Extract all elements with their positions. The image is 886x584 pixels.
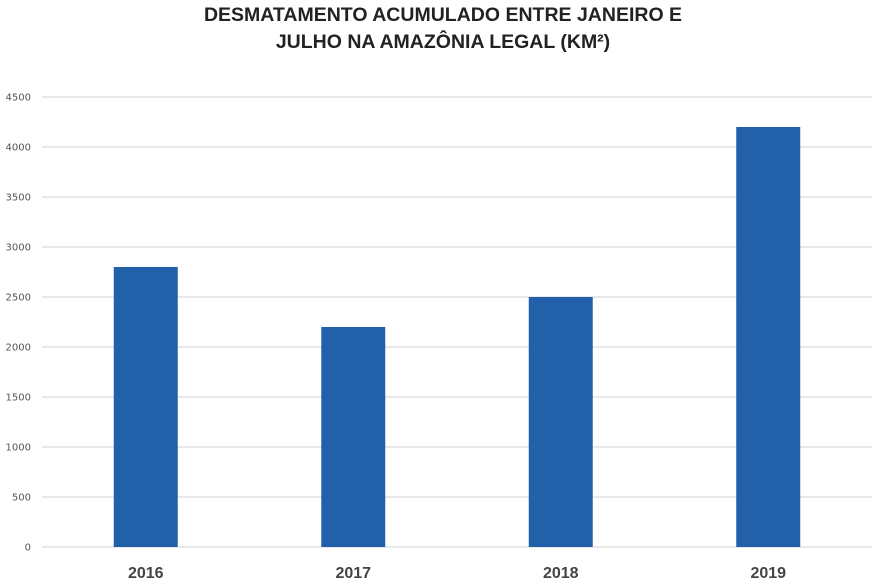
y-tick-label: 1500 — [6, 393, 31, 404]
x-tick-label: 2016 — [128, 565, 164, 582]
chart-title-line-2: JULHO NA AMAZÔNIA LEGAL (KM²) — [275, 31, 611, 53]
x-tick-label: 2017 — [335, 565, 371, 582]
x-tick-label: 2019 — [750, 565, 786, 582]
chart-title-line-1: DESMATAMENTO ACUMULADO ENTRE JANEIRO E — [203, 4, 683, 26]
y-tick-label: 500 — [12, 493, 31, 504]
y-tick-label: 3500 — [6, 193, 31, 204]
bar-2019 — [736, 127, 801, 547]
y-tick-label: 1000 — [6, 443, 31, 454]
x-axis-ticks: 2016 2017 2018 2019 — [128, 565, 786, 582]
chart-title: DESMATAMENTO ACUMULADO ENTRE JANEIRO E J… — [0, 2, 886, 56]
bar-2017 — [321, 327, 386, 547]
gridlines — [42, 96, 872, 548]
y-tick-label: 3000 — [6, 243, 31, 254]
y-tick-label: 0 — [25, 543, 31, 554]
y-tick-label: 2500 — [6, 293, 31, 304]
y-tick-label: 4500 — [6, 93, 31, 104]
bar-2018 — [528, 297, 593, 547]
bars — [113, 127, 801, 547]
y-tick-label: 2000 — [6, 343, 31, 354]
bar-2016 — [113, 267, 178, 547]
x-tick-label: 2018 — [543, 565, 579, 582]
y-tick-label: 4000 — [6, 143, 31, 154]
y-axis-ticks: 0 500 1000 1500 2000 2500 3000 3500 4000 4500 — [6, 93, 31, 554]
